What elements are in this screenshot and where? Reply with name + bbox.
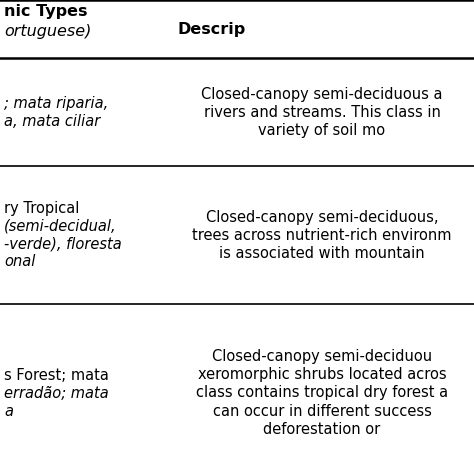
Text: Descrip: Descrip [178,21,246,36]
Text: Closed-canopy semi-deciduous a: Closed-canopy semi-deciduous a [201,86,443,101]
Text: (semi-decidual,: (semi-decidual, [4,219,117,234]
Text: a: a [4,403,13,419]
Text: class contains tropical dry forest a: class contains tropical dry forest a [196,385,448,401]
Text: Closed-canopy semi-deciduous,: Closed-canopy semi-deciduous, [206,210,438,225]
Text: ; mata riparia,: ; mata riparia, [4,95,108,110]
Text: ry Tropical: ry Tropical [4,201,79,216]
Text: can occur in different success: can occur in different success [212,403,431,419]
Text: Closed-canopy semi-deciduou: Closed-canopy semi-deciduou [212,349,432,365]
Text: erradão; mata: erradão; mata [4,385,109,401]
Text: xeromorphic shrubs located acros: xeromorphic shrubs located acros [198,367,447,383]
Text: -verde), floresta: -verde), floresta [4,237,122,252]
Text: variety of soil mo: variety of soil mo [258,122,385,137]
Text: ortuguese): ortuguese) [4,24,91,39]
Text: trees across nutrient-rich environm: trees across nutrient-rich environm [192,228,452,243]
Text: deforestation or: deforestation or [264,421,381,437]
Text: rivers and streams. This class in: rivers and streams. This class in [203,104,440,119]
Text: onal: onal [4,255,36,270]
Text: nic Types: nic Types [4,4,88,19]
Text: is associated with mountain: is associated with mountain [219,246,425,261]
Text: a, mata ciliar: a, mata ciliar [4,113,100,128]
Text: s Forest; mata: s Forest; mata [4,367,109,383]
